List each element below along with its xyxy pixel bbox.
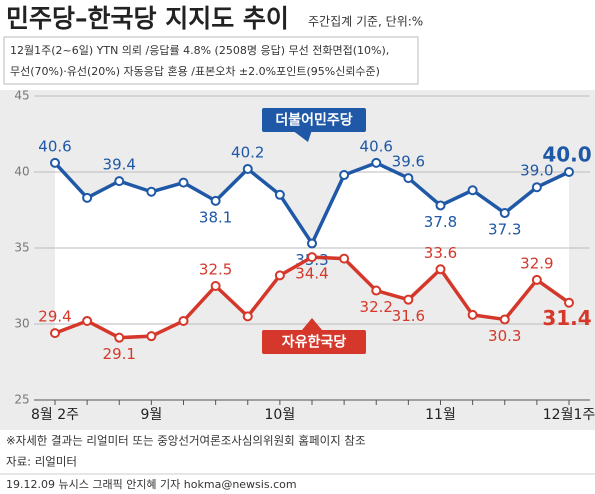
data-label: 34.4: [295, 265, 328, 283]
point: [50, 157, 60, 168]
data-label: 33.6: [424, 244, 457, 262]
point: [371, 157, 382, 168]
legend-label: 자유한국당: [282, 334, 347, 351]
note: 무선(70%)·유선(20%) 자동응답 혼용 /표본오차 ±2.0%포인트(9…: [10, 65, 380, 78]
data-label: 39.0: [520, 162, 553, 180]
point: [82, 315, 93, 326]
data-label: 32.2: [360, 298, 393, 316]
legend-pointer: [302, 318, 322, 330]
point: [435, 200, 446, 211]
note: 12월1주(2~6일) YTN 의뢰 /응답률 4.8% (2508명 응답) …: [10, 43, 389, 57]
data-label: 40.6: [360, 137, 393, 155]
point: [403, 173, 414, 184]
y-tick-label: 40: [14, 165, 29, 179]
point: [242, 311, 253, 322]
point: [146, 186, 157, 197]
y-tick-label: 35: [14, 241, 29, 255]
point: [210, 195, 221, 206]
point: [339, 253, 350, 264]
data-label: 31.4: [542, 306, 591, 330]
point: [114, 332, 125, 343]
data-label: 32.5: [199, 261, 232, 279]
point: [307, 252, 317, 263]
x-tick-label: 12월1주: [543, 407, 595, 423]
footnote: 자료: 리얼미터: [6, 455, 77, 469]
point: [274, 189, 285, 200]
point: [499, 208, 510, 219]
point: [178, 177, 189, 188]
data-label: 39.4: [103, 156, 136, 174]
x-tick-label: 11월: [425, 407, 456, 423]
data-label: 40.0: [542, 143, 591, 167]
data-label: 37.8: [424, 213, 457, 231]
data-label: 29.4: [38, 308, 71, 326]
point: [178, 315, 189, 326]
point: [146, 331, 157, 342]
credit: 19.12.09 뉴시스 그래픽 안지혜 기자 hokma@newsis.com: [6, 478, 297, 491]
data-label: 38.1: [199, 208, 232, 226]
point: [435, 264, 446, 275]
point: [50, 328, 60, 339]
point: [467, 185, 478, 196]
data-label: 40.2: [231, 143, 264, 161]
x-tick-label: 8월 2주: [31, 407, 79, 423]
point: [274, 270, 285, 281]
point: [403, 294, 414, 305]
point: [339, 170, 350, 181]
point: [307, 238, 317, 249]
point: [371, 285, 382, 296]
note-box: [3, 36, 419, 85]
subtitle: 주간집계 기준, 단위:%: [308, 15, 423, 29]
data-label: 39.6: [392, 153, 425, 171]
data-label: 29.1: [103, 345, 136, 363]
data-label: 32.9: [520, 254, 553, 272]
y-tick-label: 45: [14, 89, 29, 103]
y-tick-label: 25: [14, 393, 29, 407]
point: [564, 167, 574, 177]
legend-pointer: [292, 130, 312, 142]
footnote: ※자세한 결과는 리얼미터 또는 중앙선거여론조사심의위원회 홈페이지 참조: [6, 434, 366, 448]
legend-label: 더불어민주당: [275, 112, 352, 129]
x-tick-label: 10월: [265, 407, 296, 423]
point: [531, 274, 542, 285]
point: [82, 192, 93, 203]
point: [242, 163, 253, 174]
y-tick-label: 30: [14, 317, 29, 331]
data-label: 37.3: [488, 221, 521, 239]
legend-box: [262, 108, 366, 132]
point: [531, 182, 542, 193]
point: [210, 281, 221, 291]
data-label: 31.6: [392, 307, 425, 325]
point: [114, 176, 125, 187]
point: [499, 314, 510, 325]
data-label: 30.3: [488, 327, 521, 345]
legend-box: [262, 330, 366, 354]
data-label: 40.6: [38, 137, 71, 155]
chart-title: 민주당–한국당 지지도 추이: [6, 4, 289, 33]
point: [467, 309, 478, 320]
x-tick-label: 9월: [140, 407, 162, 423]
point: [564, 297, 574, 308]
